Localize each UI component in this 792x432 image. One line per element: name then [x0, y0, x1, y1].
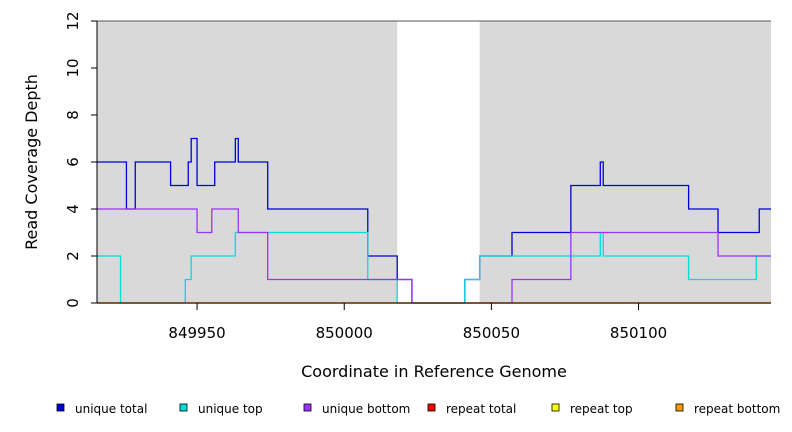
y-tick-label: 4 — [64, 204, 82, 214]
legend-label-repeat-top: repeat top — [570, 402, 633, 416]
x-axis-title: Coordinate in Reference Genome — [301, 362, 567, 381]
legend-label-repeat-bottom: repeat bottom — [694, 402, 780, 416]
legend-label-unique-bottom: unique bottom — [322, 402, 410, 416]
x-tick-label: 850050 — [463, 324, 520, 342]
legend-label-unique-total: unique total — [75, 402, 147, 416]
legend-swatch-repeat-bottom — [675, 403, 684, 412]
x-tick-label: 849950 — [168, 324, 225, 342]
y-tick-label: 0 — [64, 298, 82, 308]
legend-swatch-repeat-top — [551, 403, 560, 412]
y-tick-label: 8 — [64, 110, 82, 120]
y-tick-label: 6 — [64, 157, 82, 167]
legend-label-repeat-total: repeat total — [446, 402, 516, 416]
shaded-region-2 — [479, 21, 771, 303]
legend-swatch-unique-bottom — [303, 403, 312, 412]
y-axis-title: Read Coverage Depth — [22, 74, 41, 250]
legend-swatch-repeat-total — [427, 403, 436, 412]
y-tick-label: 2 — [64, 251, 82, 261]
x-tick-label: 850100 — [610, 324, 667, 342]
x-tick-label: 850000 — [316, 324, 373, 342]
legend-label-unique-top: unique top — [198, 402, 263, 416]
legend-swatch-unique-top — [179, 403, 188, 412]
y-tick-label: 10 — [64, 58, 82, 77]
y-tick-label: 12 — [64, 11, 82, 30]
series-line-unique-bottom — [97, 208, 771, 304]
legend-swatch-unique-total — [56, 403, 65, 412]
